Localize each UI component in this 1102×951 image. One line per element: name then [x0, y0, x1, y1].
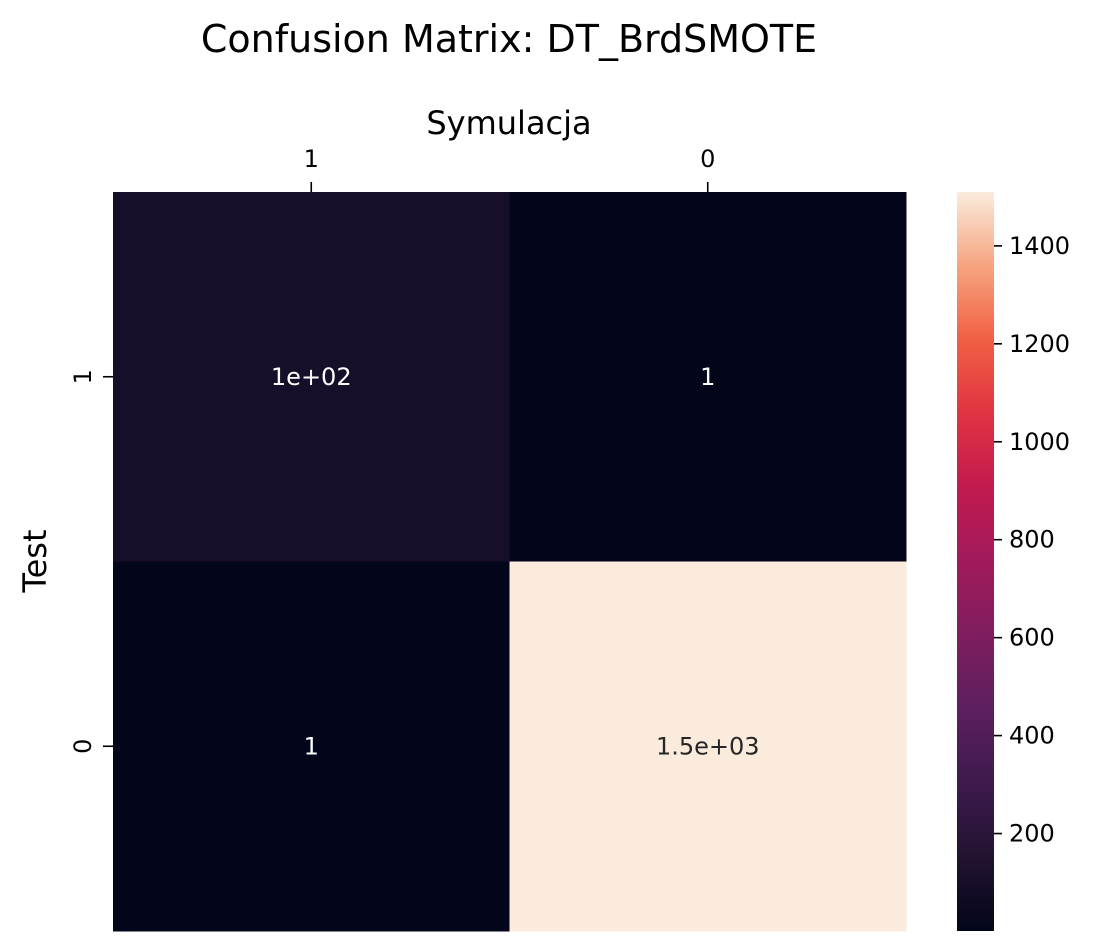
heatmap-cell-r1-c1 [509, 561, 907, 932]
y-tick-label-0: 1 [69, 369, 97, 384]
cell-annotation-r0-c0: 1e+02 [271, 363, 352, 391]
colorbar-tick-label-0: 200 [1009, 820, 1055, 848]
cell-annotations: 1e+02 1 1 1.5e+03 [271, 363, 760, 761]
heatmap-cell-r0-c1 [509, 192, 907, 562]
colorbar [957, 192, 994, 931]
cell-annotation-r1-c0: 1 [304, 732, 319, 760]
x-axis-label: Symulacja [426, 104, 591, 142]
colorbar-tick-label-3: 800 [1009, 526, 1055, 554]
y-axis-label: Test [16, 529, 54, 593]
x-tick-label-1: 0 [700, 145, 715, 173]
colorbar-tick-label-4: 1000 [1009, 428, 1070, 456]
cell-annotation-r0-c1: 1 [700, 363, 715, 391]
colorbar-ticks: 200 400 600 800 1000 1200 1400 [994, 232, 1070, 848]
cell-annotation-r1-c1: 1.5e+03 [656, 732, 760, 760]
heatmap-cell-r0-c0 [113, 192, 510, 562]
heatmap-cell-r1-c0 [113, 561, 510, 932]
colorbar-tick-label-5: 1200 [1009, 330, 1070, 358]
colorbar-tick-label-1: 400 [1009, 722, 1055, 750]
x-tick-label-0: 1 [304, 145, 319, 173]
colorbar-tick-label-6: 1400 [1009, 232, 1070, 260]
y-axis-ticks: 10 [69, 369, 113, 754]
y-tick-label-1: 0 [69, 739, 97, 754]
chart-title: Confusion Matrix: DT_BrdSMOTE [201, 17, 817, 61]
colorbar-tick-label-2: 600 [1009, 624, 1055, 652]
heatmap-cells [113, 192, 907, 932]
